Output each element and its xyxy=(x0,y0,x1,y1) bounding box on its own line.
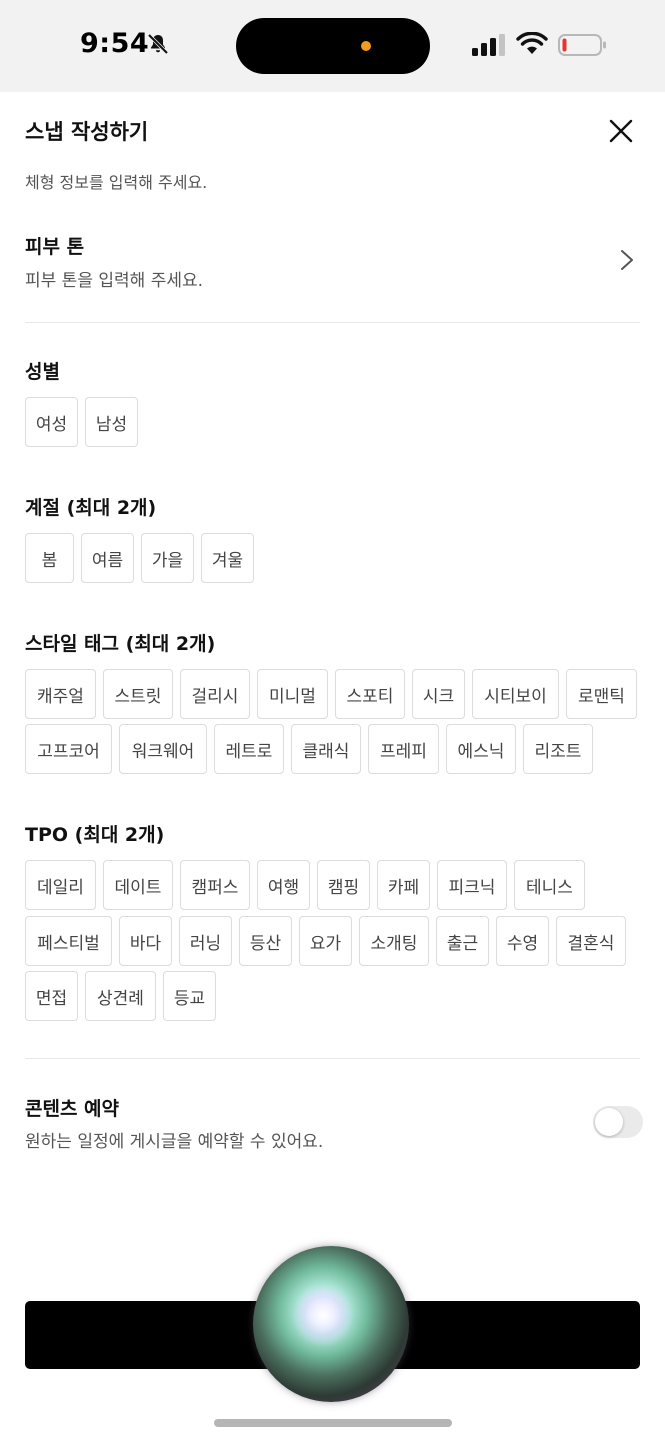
chip-style-preppy[interactable]: 프레피 xyxy=(368,724,439,774)
chip-tpo-hiking[interactable]: 등산 xyxy=(239,916,292,966)
wifi-icon xyxy=(516,32,548,54)
chip-tpo-swimming[interactable]: 수영 xyxy=(496,916,549,966)
skin-tone-title: 피부 톤 xyxy=(25,236,85,258)
bell-slash-icon xyxy=(147,33,169,55)
chip-style-sporty[interactable]: 스포티 xyxy=(335,669,405,719)
dynamic-island xyxy=(236,18,430,74)
chip-tpo-campus[interactable]: 캠퍼스 xyxy=(180,860,250,910)
skin-tone-row[interactable]: 피부 톤 피부 톤을 입력해 주세요. xyxy=(0,220,665,300)
tpo-title: TPO (최대 2개) xyxy=(25,824,165,846)
toggle-knob xyxy=(595,1108,623,1136)
chip-style-cityboy[interactable]: 시티보이 xyxy=(472,669,559,719)
chip-tpo-commute[interactable]: 출근 xyxy=(436,916,489,966)
chip-style-chic[interactable]: 시크 xyxy=(412,669,465,719)
chip-season-spring[interactable]: 봄 xyxy=(25,533,74,583)
chip-tpo-school[interactable]: 등교 xyxy=(163,971,216,1021)
status-bar: 9:54 xyxy=(0,0,665,92)
home-indicator[interactable] xyxy=(214,1419,452,1427)
chip-style-street[interactable]: 스트릿 xyxy=(103,669,173,719)
chip-tpo-tennis[interactable]: 테니스 xyxy=(514,860,585,910)
chip-season-autumn[interactable]: 가을 xyxy=(141,533,194,583)
chip-season-winter[interactable]: 겨울 xyxy=(201,533,254,583)
reservation-title: 콘텐츠 예약 xyxy=(25,1098,120,1120)
reservation-toggle[interactable] xyxy=(593,1106,643,1138)
chip-gender-female[interactable]: 여성 xyxy=(25,397,78,447)
reservation-subtitle: 원하는 일정에 게시글을 예약할 수 있어요. xyxy=(25,1132,324,1152)
chip-style-casual[interactable]: 캐주얼 xyxy=(25,669,96,719)
skin-tone-subtitle: 피부 톤을 입력해 주세요. xyxy=(25,271,204,291)
chip-gender-male[interactable]: 남성 xyxy=(85,397,138,447)
close-icon[interactable] xyxy=(606,116,636,146)
section-divider xyxy=(25,322,640,323)
chip-tpo-sea[interactable]: 바다 xyxy=(119,916,172,966)
chip-style-gorpcore[interactable]: 고프코어 xyxy=(25,724,112,774)
chip-tpo-running[interactable]: 러닝 xyxy=(179,916,232,966)
chip-style-girlish[interactable]: 걸리시 xyxy=(180,669,250,719)
chip-style-ethnic[interactable]: 에스닉 xyxy=(446,724,516,774)
siri-glow xyxy=(293,1286,353,1346)
style-tag-title: 스타일 태그 (최대 2개) xyxy=(25,633,216,655)
chip-tpo-festival[interactable]: 페스티벌 xyxy=(25,916,112,966)
battery-icon xyxy=(558,34,606,56)
chip-tpo-yoga[interactable]: 요가 xyxy=(299,916,352,966)
chip-tpo-date[interactable]: 데이트 xyxy=(103,860,173,910)
chip-tpo-daily[interactable]: 데일리 xyxy=(25,860,96,910)
privacy-indicator xyxy=(361,41,371,51)
gender-title: 성별 xyxy=(25,361,60,383)
chip-tpo-blind-date[interactable]: 소개팅 xyxy=(359,916,429,966)
chip-style-workwear[interactable]: 워크웨어 xyxy=(119,724,207,774)
page-title: 스냅 작성하기 xyxy=(25,120,149,144)
chip-style-minimal[interactable]: 미니멀 xyxy=(257,669,328,719)
section-divider xyxy=(25,1058,640,1059)
chip-tpo-interview[interactable]: 면접 xyxy=(25,971,78,1021)
sheet-header: 스냅 작성하기 xyxy=(0,92,665,170)
chevron-right-icon xyxy=(621,250,633,270)
season-title: 계절 (최대 2개) xyxy=(25,497,157,519)
siri-orb-icon xyxy=(253,1246,409,1402)
chip-style-romantic[interactable]: 로맨틱 xyxy=(566,669,637,719)
chip-tpo-picnic[interactable]: 피크닉 xyxy=(437,860,507,910)
chip-style-retro[interactable]: 레트로 xyxy=(214,724,284,774)
chip-tpo-cafe[interactable]: 카페 xyxy=(377,860,430,910)
chip-tpo-wedding[interactable]: 결혼식 xyxy=(556,916,626,966)
chip-style-classic[interactable]: 클래식 xyxy=(291,724,361,774)
chip-tpo-family-meeting[interactable]: 상견례 xyxy=(85,971,156,1021)
chip-style-resort[interactable]: 리조트 xyxy=(523,724,593,774)
status-time: 9:54 xyxy=(80,28,150,59)
body-info-subtitle: 체형 정보를 입력해 주세요. xyxy=(25,173,208,192)
chip-tpo-camping[interactable]: 캠핑 xyxy=(317,860,370,910)
chip-season-summer[interactable]: 여름 xyxy=(81,533,134,583)
cellular-signal-icon xyxy=(472,34,505,56)
chip-tpo-travel[interactable]: 여행 xyxy=(257,860,310,910)
